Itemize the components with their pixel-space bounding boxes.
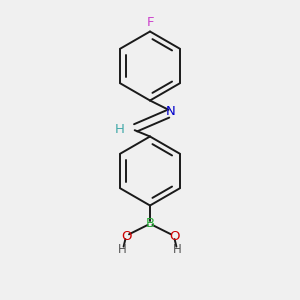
Text: N: N [166,105,175,118]
Text: B: B [146,217,154,230]
Text: O: O [121,230,131,243]
Text: H: H [115,123,124,136]
Text: F: F [146,16,154,29]
Text: O: O [169,230,179,243]
Text: H: H [118,243,127,256]
Text: H: H [173,243,182,256]
